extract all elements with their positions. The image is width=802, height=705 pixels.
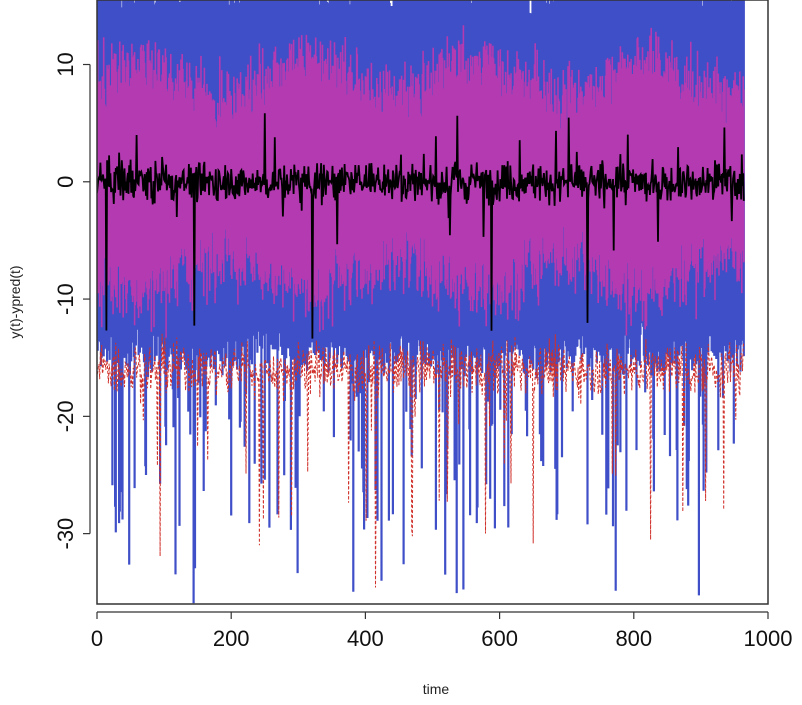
y-axis: 10 0 -10 -20 -30 [53, 52, 91, 550]
series-dashed-lower [97, 333, 745, 588]
x-axis: 0 200 400 600 800 1000 [91, 611, 793, 651]
x-tick-label: 1000 [744, 626, 793, 651]
plot-frame [96, 0, 769, 605]
x-tick-label: 400 [347, 626, 384, 651]
x-tick-label: 600 [481, 626, 518, 651]
plot-area [97, 0, 745, 604]
y-tick-label: -10 [53, 283, 78, 315]
y-tick-label: -30 [53, 518, 78, 550]
x-tick-label: 800 [615, 626, 652, 651]
x-axis-title: time [423, 681, 450, 697]
y-tick-label: 10 [53, 52, 78, 76]
y-axis-title: y(t)-ypred(t) [7, 265, 23, 338]
series-residual [97, 113, 745, 339]
y-tick-label: -20 [53, 400, 78, 432]
x-tick-label: 200 [213, 626, 250, 651]
x-tick-label: 0 [91, 626, 103, 651]
y-tick-label: 0 [53, 176, 78, 188]
